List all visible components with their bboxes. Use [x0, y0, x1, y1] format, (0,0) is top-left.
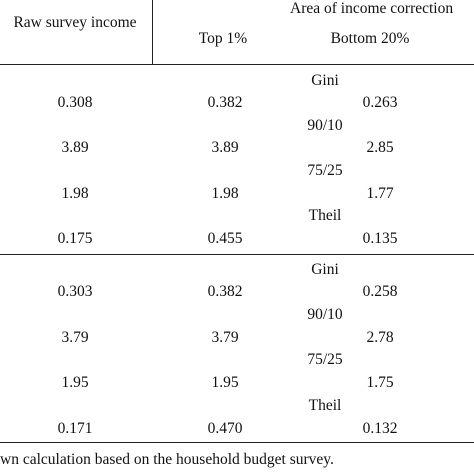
table-cell-top: 0.455 — [207, 230, 243, 247]
table-cell-bottom: 1.77 — [366, 185, 394, 202]
table-bottom-rule — [0, 442, 474, 443]
table-cell-top: 3.79 — [211, 329, 239, 346]
measure-label: Gini — [311, 261, 339, 278]
table-cell-raw: 0.308 — [57, 94, 93, 111]
measure-label: Theil — [308, 397, 342, 414]
table-cell-top: 1.95 — [211, 374, 239, 391]
measure-label: 90/10 — [307, 306, 343, 323]
header-area-of-income-correction: Area of income correction — [290, 0, 454, 17]
measure-label: Theil — [308, 207, 342, 224]
table-cell-top: 1.98 — [211, 185, 239, 202]
table-cell-raw: 1.98 — [61, 185, 89, 202]
measure-label: Gini — [311, 72, 339, 89]
table-cell-top: 0.470 — [207, 420, 243, 437]
header-raw-survey-income: Raw survey income — [13, 14, 137, 31]
header-column-divider — [152, 0, 153, 64]
table-cell-bottom: 0.263 — [362, 94, 398, 111]
table-cell-bottom: 0.258 — [362, 283, 398, 300]
table-cell-bottom: 2.78 — [366, 329, 394, 346]
table-cell-bottom: 0.135 — [362, 230, 398, 247]
header-bottom-20pct: Bottom 20% — [330, 30, 410, 47]
header-rule — [0, 64, 474, 65]
table-cell-top: 3.89 — [211, 139, 239, 156]
table-cell-raw: 1.95 — [61, 374, 89, 391]
table-cell-raw: 3.89 — [61, 139, 89, 156]
table-cell-bottom: 2.85 — [366, 139, 394, 156]
table-cell-raw: 0.175 — [57, 230, 93, 247]
measure-label: 75/25 — [307, 351, 343, 368]
table-cell-raw: 3.79 — [61, 329, 89, 346]
measure-label: 90/10 — [307, 117, 343, 134]
table-cell-bottom: 0.132 — [362, 420, 398, 437]
measure-label: 75/25 — [307, 162, 343, 179]
table-cell-top: 0.382 — [207, 94, 243, 111]
header-top-1pct: Top 1% — [198, 30, 248, 47]
table-cell-top: 0.382 — [207, 283, 243, 300]
section-divider — [0, 254, 474, 255]
table-cell-raw: 0.171 — [57, 420, 93, 437]
table-footnote: wn calculation based on the household bu… — [0, 451, 334, 468]
table-cell-bottom: 1.75 — [366, 374, 394, 391]
table-cell-raw: 0.303 — [57, 283, 93, 300]
